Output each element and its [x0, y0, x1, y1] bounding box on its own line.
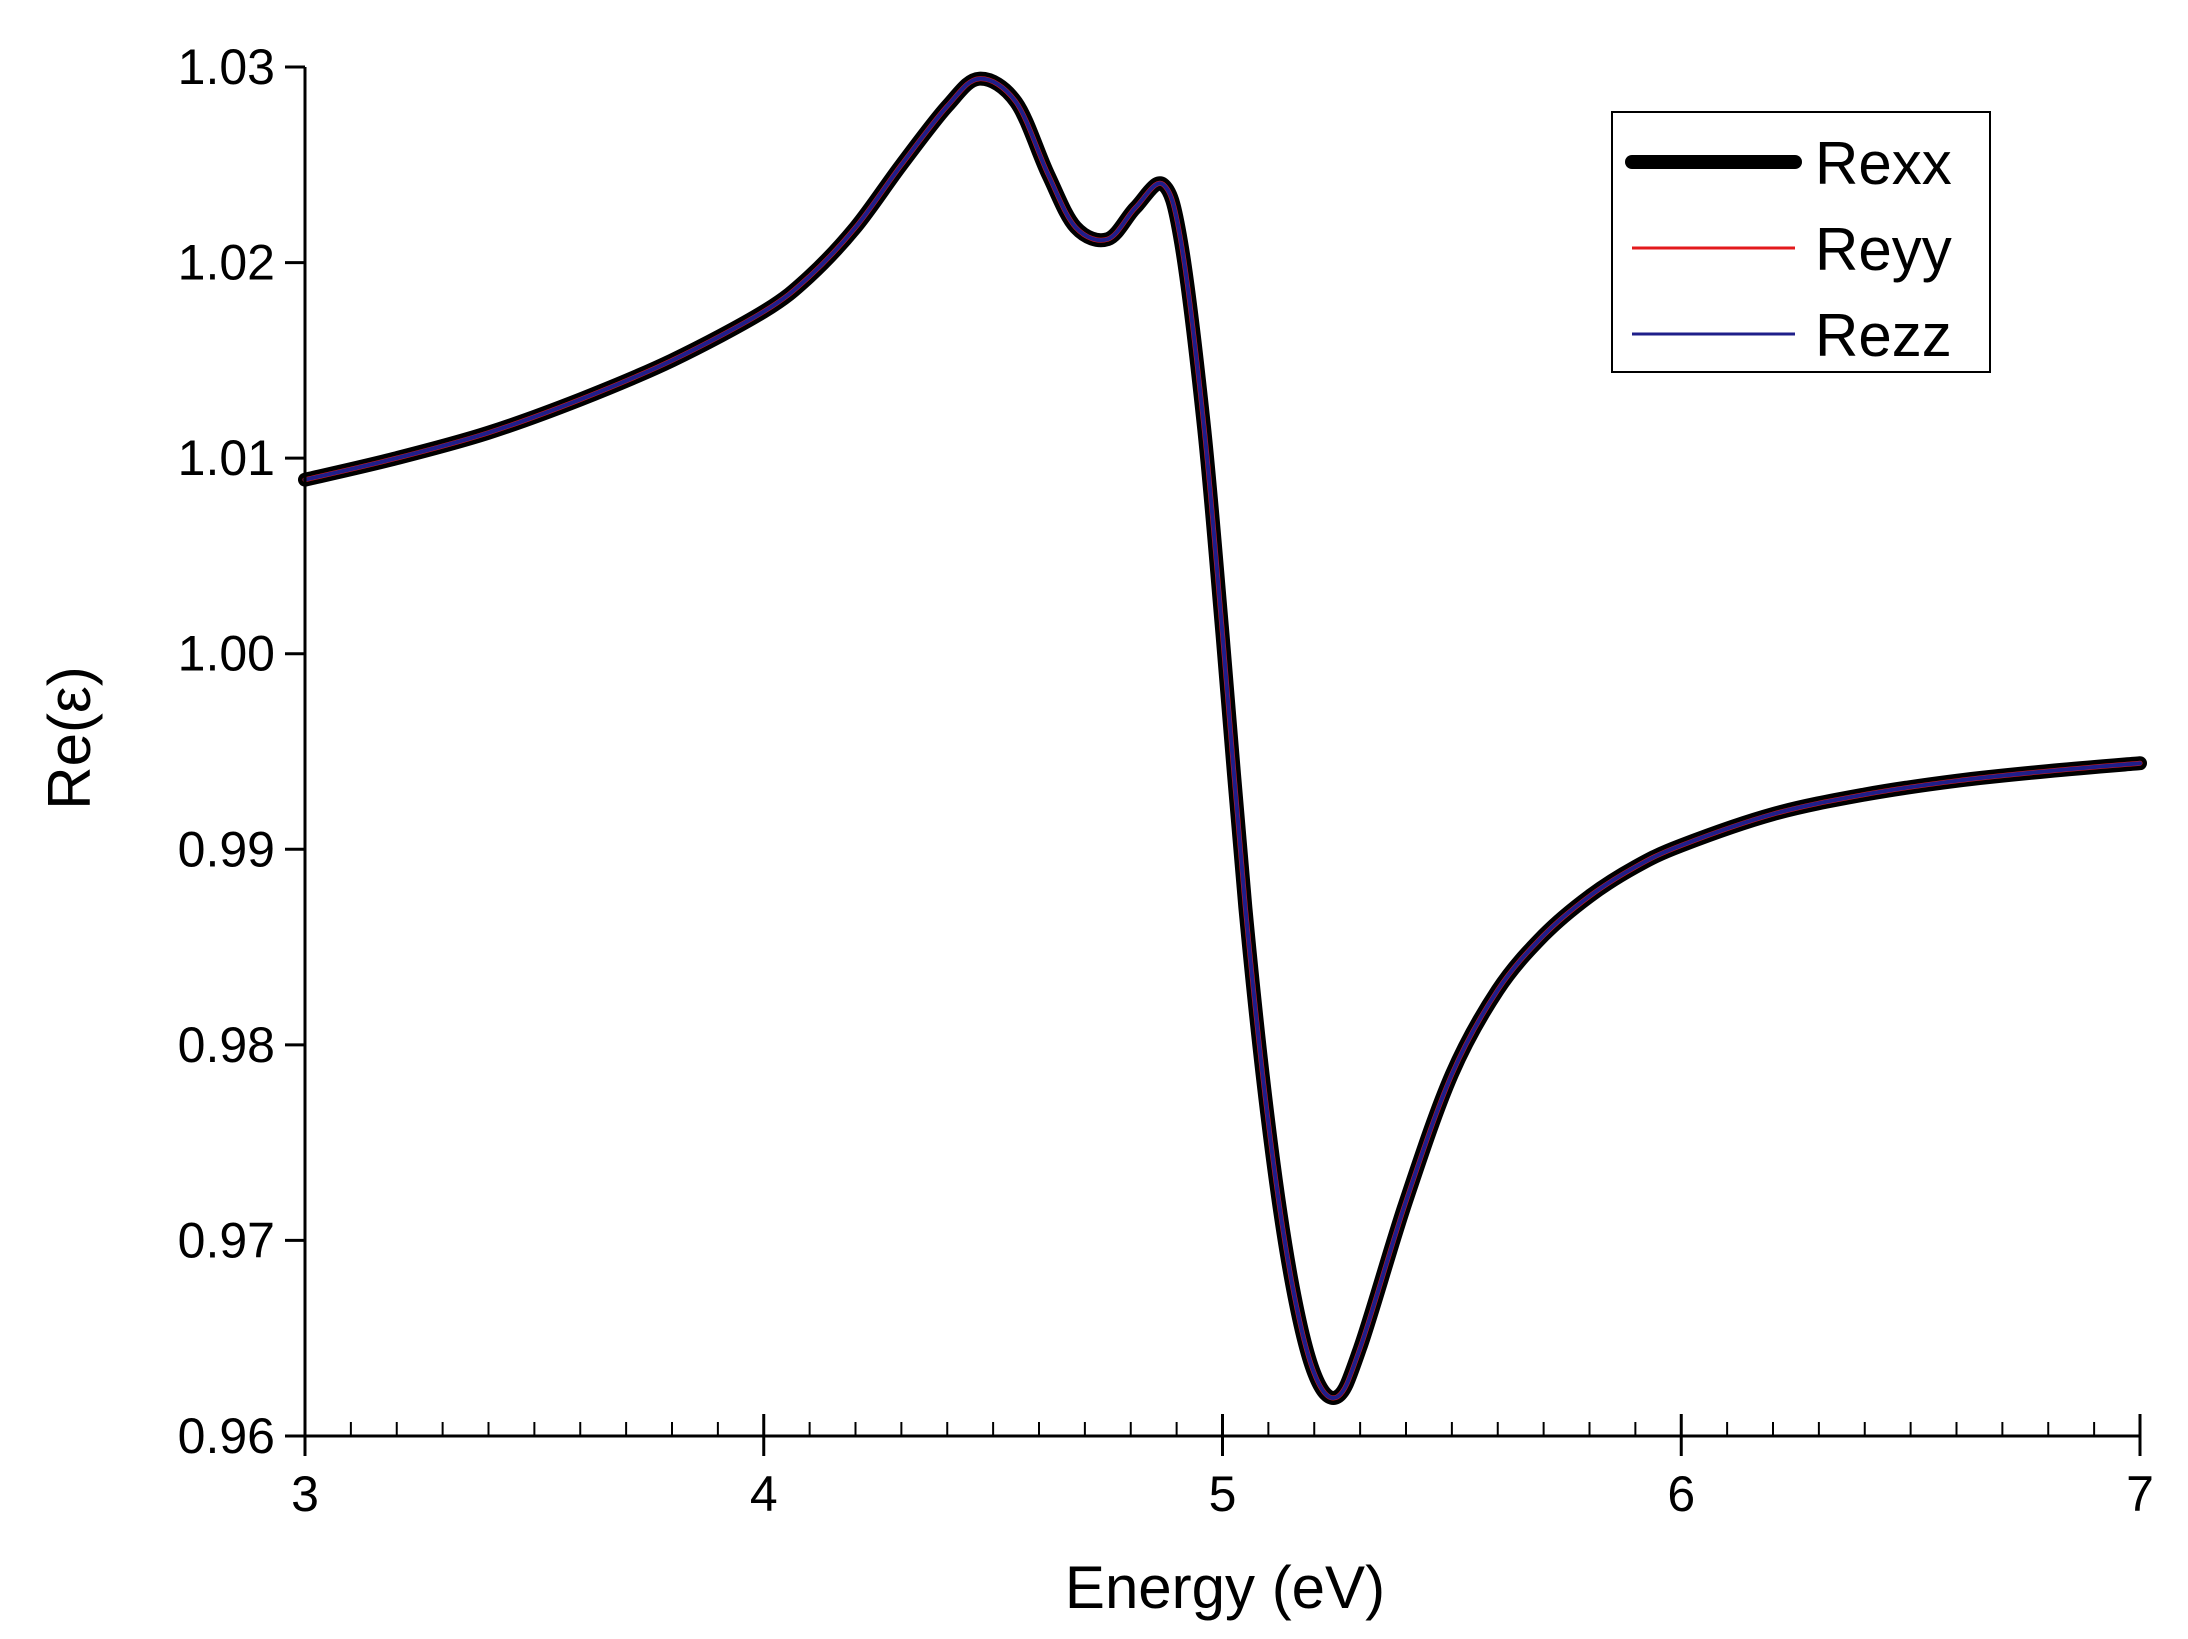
ticks-layer: 0.96 0.97 0.98 0.99 1.00 1.01 1.02 1.03 3 4 5 6 7	[178, 39, 2154, 1522]
legend: Rexx Reyy Rezz	[1611, 111, 1991, 373]
y-axis-title: Re(ε)	[36, 666, 103, 809]
x-tick-label: 6	[1667, 1466, 1695, 1522]
legend-label-reyy: Reyy	[1815, 216, 1952, 283]
x-tick-label: 5	[1209, 1466, 1237, 1522]
legend-label-rezz: Rezz	[1815, 302, 1952, 369]
series-layer	[298, 71, 2147, 1405]
y-tick-label: 0.96	[178, 1408, 275, 1464]
y-tick-label: 1.00	[178, 626, 275, 682]
legend-label-rexx: Rexx	[1815, 130, 1952, 197]
y-tick-label: 1.03	[178, 39, 275, 95]
x-tick-label: 7	[2126, 1466, 2154, 1522]
y-tick-label: 0.98	[178, 1017, 275, 1073]
x-axis-title: Energy (eV)	[1065, 1554, 1385, 1621]
series-line-rezz	[303, 76, 2142, 1400]
y-tick-label: 1.02	[178, 235, 275, 291]
y-tick-label: 0.99	[178, 821, 275, 877]
x-tick-label: 4	[750, 1466, 778, 1522]
y-tick-label: 0.97	[178, 1212, 275, 1268]
y-tick-label: 1.01	[178, 430, 275, 486]
x-tick-label: 3	[291, 1466, 319, 1522]
